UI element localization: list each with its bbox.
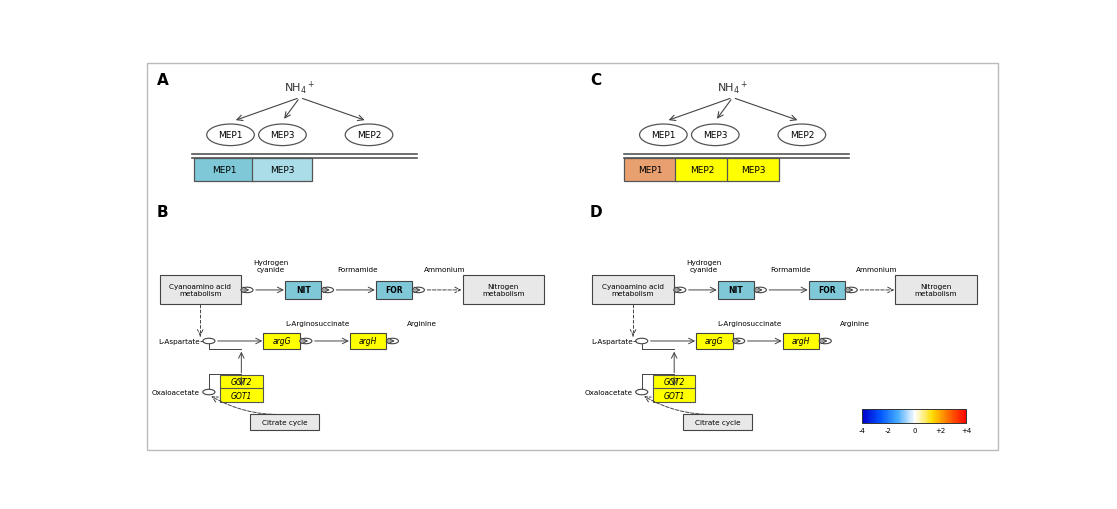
- FancyBboxPatch shape: [376, 282, 412, 299]
- Circle shape: [241, 288, 254, 293]
- Circle shape: [846, 288, 857, 293]
- Text: FOR: FOR: [818, 286, 836, 295]
- Text: argH: argH: [359, 337, 378, 346]
- FancyBboxPatch shape: [350, 333, 386, 350]
- Text: NH$_4$$^+$: NH$_4$$^+$: [717, 80, 748, 97]
- Text: MEP1: MEP1: [212, 165, 237, 174]
- FancyBboxPatch shape: [676, 158, 728, 181]
- Ellipse shape: [640, 125, 687, 146]
- FancyBboxPatch shape: [896, 276, 976, 305]
- FancyBboxPatch shape: [684, 414, 752, 430]
- FancyBboxPatch shape: [809, 282, 846, 299]
- FancyBboxPatch shape: [252, 158, 312, 181]
- Circle shape: [386, 338, 399, 344]
- Circle shape: [733, 338, 745, 344]
- Ellipse shape: [207, 125, 255, 146]
- Ellipse shape: [779, 125, 825, 146]
- Text: +4: +4: [962, 428, 972, 434]
- Text: MEP3: MEP3: [741, 165, 765, 174]
- Text: Citrate cycle: Citrate cycle: [695, 419, 741, 425]
- Ellipse shape: [691, 125, 739, 146]
- Text: -2: -2: [885, 428, 891, 434]
- Circle shape: [819, 338, 831, 344]
- Text: MEP3: MEP3: [270, 131, 295, 140]
- Text: GOT2: GOT2: [663, 378, 685, 386]
- Text: argG: argG: [273, 337, 290, 346]
- Text: Formamide: Formamide: [337, 267, 378, 273]
- Circle shape: [412, 288, 424, 293]
- Text: GOT1: GOT1: [230, 391, 252, 400]
- Circle shape: [636, 389, 648, 395]
- Text: +2: +2: [935, 428, 945, 434]
- Text: Hydrogen
cyanide: Hydrogen cyanide: [687, 260, 722, 273]
- Text: Formamide: Formamide: [771, 267, 811, 273]
- FancyBboxPatch shape: [718, 282, 754, 299]
- Text: Citrate cycle: Citrate cycle: [261, 419, 307, 425]
- Circle shape: [322, 288, 334, 293]
- Text: MEP2: MEP2: [689, 165, 714, 174]
- Text: MEP2: MEP2: [790, 131, 814, 140]
- Text: L-Arginosuccinate: L-Arginosuccinate: [285, 321, 350, 326]
- FancyBboxPatch shape: [462, 276, 544, 305]
- Text: -4: -4: [859, 428, 866, 434]
- FancyBboxPatch shape: [250, 414, 318, 430]
- Circle shape: [203, 338, 214, 344]
- Text: GOT1: GOT1: [663, 391, 685, 400]
- Text: MEP1: MEP1: [651, 131, 676, 140]
- Text: Arginine: Arginine: [840, 321, 870, 326]
- FancyBboxPatch shape: [285, 282, 322, 299]
- Ellipse shape: [345, 125, 393, 146]
- Text: NIT: NIT: [728, 286, 744, 295]
- FancyBboxPatch shape: [194, 158, 254, 181]
- FancyBboxPatch shape: [264, 333, 299, 350]
- Text: MEP1: MEP1: [218, 131, 242, 140]
- Text: NH$_4$$^+$: NH$_4$$^+$: [285, 80, 315, 97]
- Text: argH: argH: [792, 337, 810, 346]
- Text: L-Arginosuccinate: L-Arginosuccinate: [718, 321, 782, 326]
- FancyBboxPatch shape: [160, 276, 241, 305]
- Text: Ammonium: Ammonium: [857, 267, 898, 273]
- Circle shape: [674, 288, 686, 293]
- Circle shape: [299, 338, 312, 344]
- Text: GOT2: GOT2: [230, 378, 252, 386]
- Text: Cyanoamino acid
metabolism: Cyanoamino acid metabolism: [602, 284, 665, 297]
- Circle shape: [754, 288, 766, 293]
- FancyBboxPatch shape: [653, 375, 696, 389]
- FancyBboxPatch shape: [653, 388, 696, 403]
- Text: MEP3: MEP3: [270, 165, 294, 174]
- Text: Oxaloacetate: Oxaloacetate: [585, 389, 633, 395]
- Text: L-Aspartate: L-Aspartate: [591, 338, 633, 344]
- Text: Hydrogen
cyanide: Hydrogen cyanide: [254, 260, 289, 273]
- FancyBboxPatch shape: [220, 388, 262, 403]
- Text: Ammonium: Ammonium: [423, 267, 465, 273]
- Text: A: A: [156, 73, 169, 88]
- FancyBboxPatch shape: [783, 333, 819, 350]
- Text: D: D: [590, 204, 602, 219]
- Text: MEP1: MEP1: [639, 165, 663, 174]
- FancyBboxPatch shape: [696, 333, 733, 350]
- FancyBboxPatch shape: [592, 276, 674, 305]
- FancyBboxPatch shape: [726, 158, 780, 181]
- Text: Arginine: Arginine: [407, 321, 437, 326]
- Text: NIT: NIT: [296, 286, 311, 295]
- Circle shape: [636, 338, 648, 344]
- Text: Oxaloacetate: Oxaloacetate: [152, 389, 200, 395]
- Circle shape: [203, 389, 214, 395]
- Text: FOR: FOR: [385, 286, 403, 295]
- FancyBboxPatch shape: [624, 158, 677, 181]
- Ellipse shape: [259, 125, 306, 146]
- Text: L-Aspartate: L-Aspartate: [159, 338, 200, 344]
- Text: argG: argG: [705, 337, 724, 346]
- Text: 0: 0: [913, 428, 917, 434]
- Text: MEP2: MEP2: [356, 131, 381, 140]
- Text: C: C: [590, 73, 601, 88]
- Text: Nitrogen
metabolism: Nitrogen metabolism: [915, 284, 957, 297]
- Text: Cyanoamino acid
metabolism: Cyanoamino acid metabolism: [169, 284, 231, 297]
- Text: B: B: [156, 204, 169, 219]
- Text: Nitrogen
metabolism: Nitrogen metabolism: [481, 284, 525, 297]
- Text: MEP3: MEP3: [703, 131, 727, 140]
- FancyBboxPatch shape: [220, 375, 262, 389]
